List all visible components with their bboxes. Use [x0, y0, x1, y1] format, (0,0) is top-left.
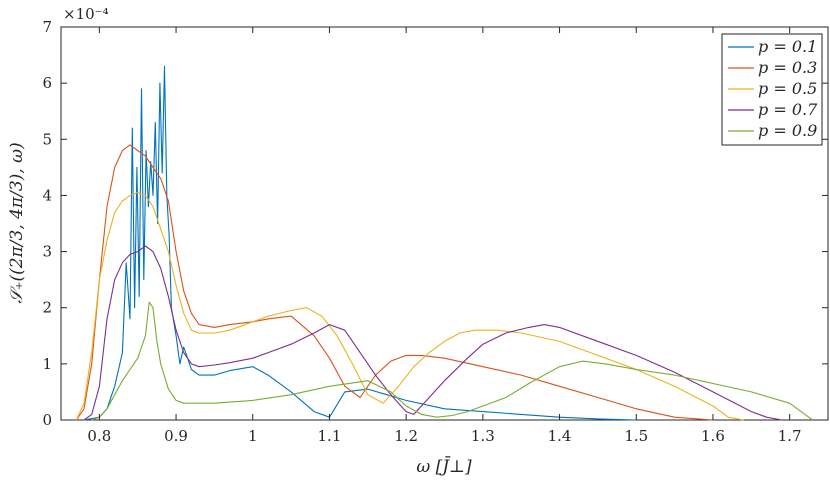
series-line-4	[83, 245, 783, 421]
y-tick-label: 3	[42, 243, 52, 261]
legend-entry: p = 0.1	[758, 37, 817, 56]
legend-entry: p = 0.7	[758, 100, 818, 119]
series-layer	[75, 65, 814, 421]
series-line-3	[75, 192, 744, 421]
legend-entry: p = 0.9	[758, 121, 817, 140]
x-tick-label: 1.6	[701, 427, 725, 445]
scale-exponent-label: ×10⁻⁴	[63, 5, 109, 23]
y-tick-label: 1	[42, 355, 52, 373]
x-tick-label: 1.4	[548, 427, 572, 445]
y-tick-label: 0	[42, 411, 52, 429]
y-tick-label: 4	[42, 186, 52, 204]
x-tick-label: 1	[248, 427, 258, 445]
x-tick-label: 1.5	[624, 427, 648, 445]
y-tick-label: 7	[42, 18, 52, 36]
x-tick-label: 1.2	[394, 427, 418, 445]
x-tick-label: 1.1	[318, 427, 342, 445]
series-line-2	[75, 144, 714, 421]
y-axis-label: 𝒮₊((2π/3, 4π/3), ω)	[7, 142, 27, 303]
plot-area	[60, 26, 829, 421]
x-tick-label: 0.8	[87, 427, 111, 445]
series-line-5	[91, 301, 814, 421]
legend-entry: p = 0.5	[758, 79, 817, 98]
x-tick-label: 1.7	[778, 427, 802, 445]
x-axis-label: ω [J̄⊥]	[416, 455, 472, 477]
x-tick-label: 0.9	[164, 427, 188, 445]
legend: p = 0.1 p = 0.3 p = 0.5 p = 0.7 p = 0.9	[721, 33, 823, 146]
legend-entry: p = 0.3	[758, 58, 817, 77]
y-tick-label: 2	[42, 299, 52, 317]
series-line-1	[83, 65, 637, 421]
x-tick-label: 1.3	[471, 427, 495, 445]
y-tick-label: 5	[42, 130, 52, 148]
y-tick-label: 6	[42, 74, 52, 92]
axes-layer: 0.8 0.9 1 1.1 1.2 1.3 1.4 1.5 1.6 1.7 0 1 2 3 4 5 6 7	[42, 18, 828, 445]
